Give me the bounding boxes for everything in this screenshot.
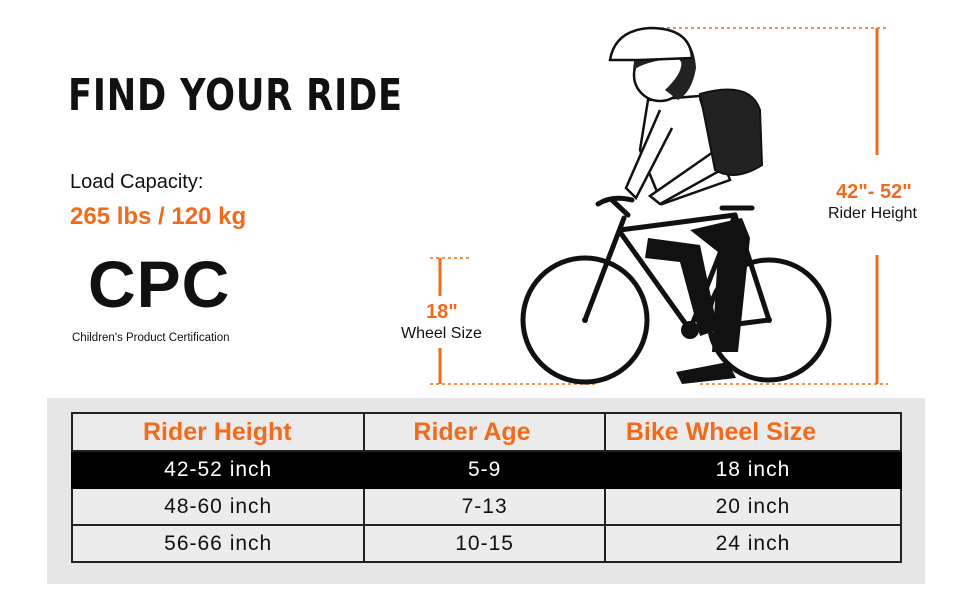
size-chart-table: Rider Height Rider Age Bike Wheel Size 4… (70, 412, 903, 563)
header-rider-height: Rider Height (70, 412, 366, 452)
table-row: 56-66 inch 10-15 24 inch (70, 524, 903, 563)
cell-rider-height: 48-60 inch (70, 487, 366, 526)
cell-wheel-size: 24 inch (603, 524, 903, 563)
cpc-caption: Children's Product Certification (72, 332, 230, 344)
cell-rider-age: 7-13 (363, 487, 606, 526)
load-capacity-label: Load Capacity: (70, 171, 204, 193)
wheel-size-value: 18" (426, 301, 458, 323)
cell-rider-age: 10-15 (363, 524, 606, 563)
page-title: FIND YOUR RIDE (68, 70, 403, 121)
cell-rider-height: 42-52 inch (70, 450, 366, 489)
cell-wheel-size: 18 inch (603, 450, 903, 489)
table-header-row: Rider Height Rider Age Bike Wheel Size (70, 412, 903, 452)
table-row: 48-60 inch 7-13 20 inch (70, 487, 903, 526)
rider-illustration (430, 26, 888, 385)
cpc-logo: CPC (88, 247, 231, 321)
load-capacity-value: 265 lbs / 120 kg (70, 203, 247, 230)
cell-wheel-size: 20 inch (603, 487, 903, 526)
header-wheel-size: Bike Wheel Size (603, 412, 903, 452)
table-row: 42-52 inch 5-9 18 inch (70, 450, 903, 489)
rider-height-value: 42"- 52" (836, 181, 912, 203)
header-rider-age: Rider Age (363, 412, 606, 452)
wheel-size-caption: Wheel Size (401, 325, 482, 342)
cell-rider-age: 5-9 (363, 450, 606, 489)
cell-rider-height: 56-66 inch (70, 524, 366, 563)
rider-height-caption: Rider Height (828, 205, 917, 222)
